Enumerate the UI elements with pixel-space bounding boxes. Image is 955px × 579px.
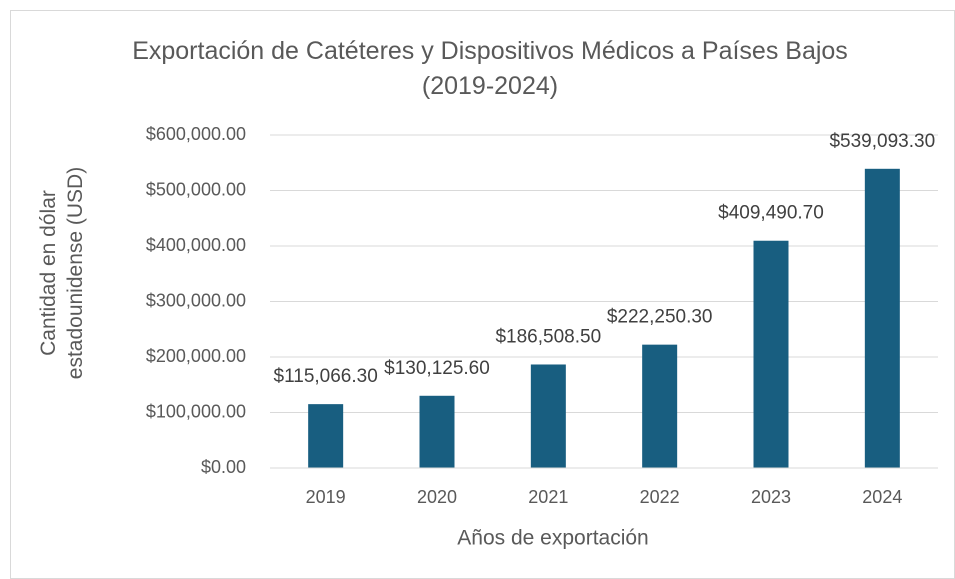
y-axis-title: Cantidad en dólar estadounidense (USD)	[37, 166, 87, 380]
x-axis-title: Años de exportación	[457, 527, 648, 550]
bar	[308, 404, 344, 468]
y-tick-label: $600,000.00	[146, 124, 246, 144]
x-tick-label: 2022	[640, 487, 680, 507]
chart-title: Exportación de Catéteres y Dispositivos …	[132, 37, 848, 100]
data-label: $186,508.50	[495, 327, 601, 348]
y-tick-label: $300,000.00	[146, 290, 246, 310]
y-tick-label: $400,000.00	[146, 235, 246, 255]
bar	[753, 240, 789, 468]
data-label: $130,125.60	[384, 358, 490, 379]
y-tick-label: $100,000.00	[146, 401, 246, 421]
bar	[864, 168, 900, 468]
bar	[419, 395, 455, 468]
bar	[530, 364, 566, 468]
x-tick-label: 2019	[306, 487, 346, 507]
x-tick-label: 2020	[417, 487, 457, 507]
data-label: $539,093.30	[829, 131, 935, 152]
x-tick-label: 2023	[751, 487, 791, 507]
y-tick-label: $500,000.00	[146, 179, 246, 199]
data-label: $409,490.70	[718, 203, 824, 224]
data-label: $222,250.30	[607, 307, 713, 328]
x-tick-label: 2021	[528, 487, 568, 507]
bar	[642, 344, 678, 468]
x-tick-label: 2024	[862, 487, 902, 507]
y-tick-label: $200,000.00	[146, 346, 246, 366]
y-tick-label: $0.00	[201, 457, 246, 477]
data-label: $115,066.30	[274, 366, 378, 387]
